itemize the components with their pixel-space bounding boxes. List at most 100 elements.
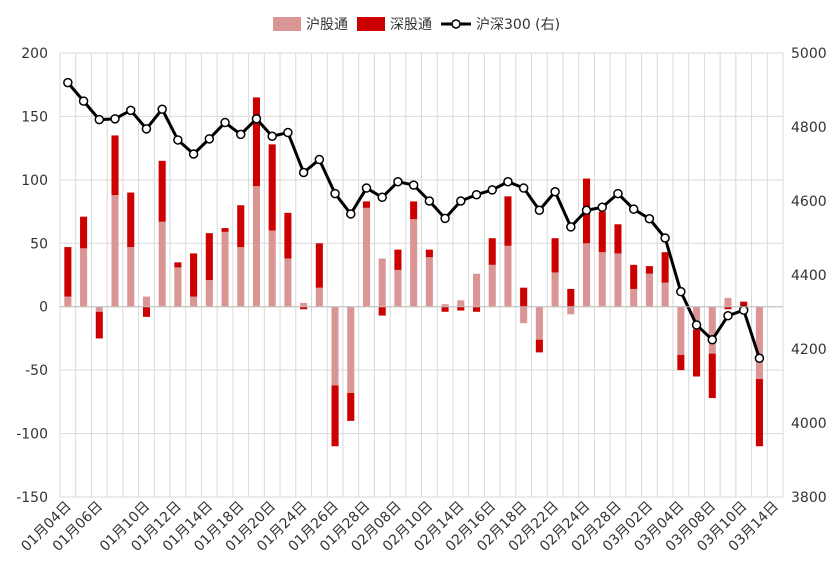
bar-sgt [410, 201, 418, 220]
hs300-point [314, 154, 325, 165]
y-left-tick-label: 200 [21, 46, 48, 62]
bar-hgt [488, 264, 496, 307]
bar-hgt [567, 306, 575, 315]
bar-sgt [472, 306, 481, 312]
hs300-point [330, 188, 340, 199]
hs300-point [408, 180, 419, 190]
hs300-point [723, 310, 733, 321]
hs300-point [534, 205, 545, 215]
hs300-point [738, 305, 749, 315]
bar-sgt [708, 353, 716, 399]
bar-hgt [111, 195, 119, 307]
hs300-point [440, 213, 450, 224]
bar-hgt [630, 288, 638, 307]
bar-sgt [661, 252, 669, 283]
bar-hgt [252, 186, 261, 307]
y-left-tick-label: -100 [16, 427, 48, 443]
y-left-tick-label: -150 [16, 490, 48, 506]
bar-hgt [677, 306, 685, 355]
y-left-tick-label: 50 [30, 236, 48, 252]
hs300-point [471, 189, 482, 200]
legend-label-hgt: 沪股通 [306, 17, 348, 33]
bar-hgt [441, 304, 449, 307]
hs300-point [251, 114, 262, 124]
legend: 沪股通 深股通 沪深300 (右) [273, 17, 560, 33]
hs300-point [644, 214, 655, 224]
bar-sgt [284, 212, 292, 259]
y-right-tick-label: 3800 [791, 490, 827, 506]
y-right-tick-label: 4200 [791, 342, 827, 358]
bar-hgt [331, 306, 339, 386]
bar-sgt [551, 238, 559, 273]
hs300-point [597, 202, 607, 213]
bar-sgt [127, 192, 135, 248]
legend-marker-hs300 [451, 19, 461, 29]
hs300-point [204, 134, 215, 144]
y-left-tick-label: 150 [21, 109, 48, 125]
hs300-point [94, 114, 105, 125]
bar-hgt [268, 230, 276, 307]
bar-sgt [724, 306, 732, 310]
bar-sgt [567, 288, 575, 307]
hs300-point [503, 177, 513, 187]
hs300-point [691, 320, 702, 330]
hs300-point [581, 205, 592, 215]
bar-hgt [410, 219, 418, 307]
hs300-point [78, 96, 89, 106]
legend-swatch-sgt [357, 17, 385, 31]
bar-sgt [457, 306, 465, 311]
bar-sgt [347, 392, 355, 421]
hs300-point [628, 204, 639, 214]
hs300-point [487, 185, 497, 195]
hs300-point [456, 196, 466, 206]
hs300-point [361, 183, 372, 193]
bar-sgt [221, 228, 229, 232]
bar-sgt [111, 135, 119, 196]
hs300-line [63, 77, 765, 363]
bar-hgt [598, 252, 606, 307]
legend-swatch-hgt [273, 17, 301, 31]
hs300-point [125, 105, 136, 116]
bar-sgt [331, 385, 339, 447]
bar-hgt [300, 302, 308, 307]
y-right-tick-label: 4000 [791, 416, 827, 432]
hs300-point [566, 222, 576, 232]
bar-sgt [630, 264, 638, 289]
bar-sgt [95, 311, 103, 339]
bar-sgt [252, 97, 261, 187]
bar-sgt [158, 160, 166, 222]
bars [64, 97, 763, 447]
bar-hgt [237, 247, 245, 307]
hs300-point [707, 335, 718, 345]
hs300-point [754, 353, 765, 363]
bar-hgt [315, 287, 323, 307]
hs300-point [660, 233, 670, 243]
bar-sgt [237, 205, 245, 248]
bar-hgt [190, 296, 198, 307]
hs300-point [236, 129, 246, 140]
legend-label-sgt: 深股通 [390, 17, 432, 33]
hs300-point [220, 117, 230, 128]
bar-hgt [645, 273, 653, 307]
hs300-point [346, 209, 356, 219]
y-left-tick-label: 100 [21, 173, 48, 189]
bar-sgt [300, 306, 308, 310]
bar-sgt [64, 247, 72, 297]
bar-sgt [425, 249, 433, 258]
bar-hgt [551, 272, 559, 307]
bar-sgt [693, 329, 701, 377]
bar-hgt [205, 280, 213, 307]
bar-hgt [394, 269, 402, 307]
bar-hgt [425, 257, 433, 307]
bar-sgt [362, 201, 371, 208]
bar-sgt [598, 211, 606, 253]
bar-hgt [724, 297, 732, 307]
bar-sgt [504, 196, 512, 246]
bar-sgt [520, 287, 528, 307]
y-right-tick-label: 4800 [791, 120, 827, 136]
hs300-point [157, 104, 167, 114]
y-right-tick-label: 5000 [791, 46, 827, 62]
bar-hgt [661, 282, 669, 307]
legend-label-hs300: 沪深300 (右) [476, 17, 560, 33]
